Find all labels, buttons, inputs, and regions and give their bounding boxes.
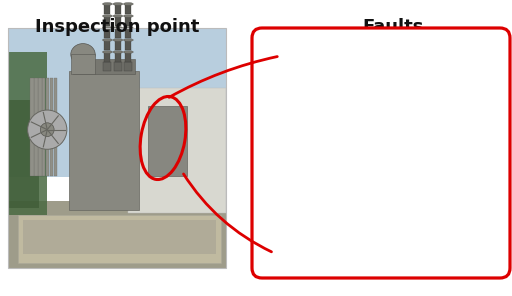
Ellipse shape <box>102 51 113 54</box>
Bar <box>8 28 226 268</box>
Text: Loose bolts: Loose bolts <box>312 201 378 214</box>
Bar <box>104 52 111 62</box>
Bar <box>125 40 132 50</box>
Bar <box>104 40 111 50</box>
Ellipse shape <box>113 2 123 6</box>
Bar <box>103 62 112 71</box>
Ellipse shape <box>113 38 123 41</box>
Bar <box>114 62 122 71</box>
Text: Missing parts: Missing parts <box>312 142 391 155</box>
Bar <box>30 78 34 176</box>
Bar <box>115 40 121 50</box>
Bar <box>50 78 53 176</box>
Text: Abnormal noise: Abnormal noise <box>312 54 404 67</box>
Ellipse shape <box>123 51 133 54</box>
Text: Deformation: Deformation <box>312 112 386 126</box>
Ellipse shape <box>113 51 123 54</box>
Text: Crack: Crack <box>312 83 346 96</box>
Ellipse shape <box>123 27 133 30</box>
Bar <box>8 28 226 177</box>
Bar <box>287 113 293 125</box>
Bar <box>115 28 121 38</box>
Ellipse shape <box>102 2 113 6</box>
Bar <box>124 62 132 71</box>
Bar <box>125 4 132 14</box>
Ellipse shape <box>102 15 113 17</box>
Bar <box>147 106 187 176</box>
Text: Faulty connection: Faulty connection <box>312 231 416 244</box>
Bar <box>34 78 38 176</box>
Bar <box>125 16 132 25</box>
Bar <box>104 4 111 14</box>
Text: Dirt: Dirt <box>312 172 334 185</box>
Bar <box>46 78 50 176</box>
Bar <box>125 28 132 38</box>
Bar <box>73 59 135 74</box>
Bar <box>8 52 47 215</box>
Bar <box>125 52 132 62</box>
Circle shape <box>289 177 291 179</box>
Ellipse shape <box>71 44 95 65</box>
Bar <box>8 100 38 208</box>
Ellipse shape <box>102 38 113 41</box>
Bar <box>38 78 41 176</box>
Bar <box>104 16 111 25</box>
Bar <box>286 207 294 208</box>
Circle shape <box>284 234 290 240</box>
FancyBboxPatch shape <box>285 84 295 95</box>
Circle shape <box>28 110 67 149</box>
Text: Faults: Faults <box>362 18 423 36</box>
Ellipse shape <box>102 27 113 30</box>
Circle shape <box>40 123 54 136</box>
Bar <box>115 52 121 62</box>
Bar <box>115 16 121 25</box>
Text: Inspection point: Inspection point <box>35 18 199 36</box>
Bar <box>42 78 46 176</box>
Bar <box>18 215 221 263</box>
Bar <box>54 78 57 176</box>
Ellipse shape <box>123 38 133 41</box>
FancyBboxPatch shape <box>252 28 510 278</box>
Bar <box>128 88 226 213</box>
Bar <box>23 220 216 254</box>
Bar <box>8 201 226 268</box>
Ellipse shape <box>123 15 133 17</box>
Bar <box>115 4 121 14</box>
Ellipse shape <box>113 15 123 17</box>
Bar <box>71 54 95 74</box>
Ellipse shape <box>113 27 123 30</box>
Bar <box>289 208 291 213</box>
Bar <box>69 71 139 210</box>
Bar <box>104 28 111 38</box>
Ellipse shape <box>123 2 133 6</box>
